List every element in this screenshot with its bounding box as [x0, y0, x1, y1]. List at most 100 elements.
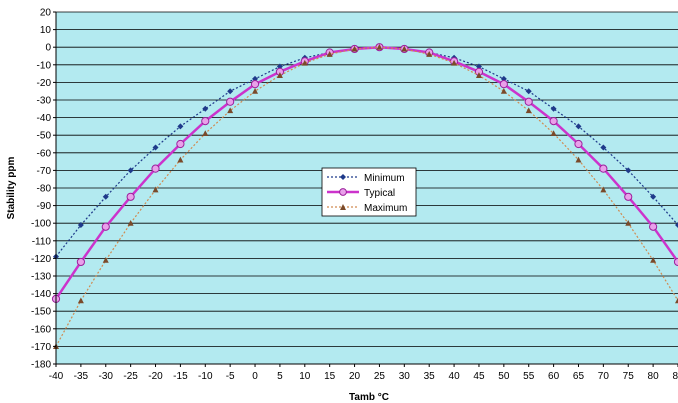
- data-point-minimum: [227, 88, 234, 95]
- x-tick-label: 20: [349, 371, 361, 382]
- data-point-typical: [649, 222, 658, 231]
- data-point-minimum: [600, 144, 607, 151]
- data-point-minimum: [177, 123, 184, 130]
- data-point-typical: [574, 139, 583, 149]
- data-point-maximum: [127, 220, 134, 226]
- y-tick-label: -120: [31, 254, 51, 265]
- data-point-typical: [624, 192, 633, 201]
- data-point-maximum: [550, 130, 557, 137]
- data-point-maximum: [426, 51, 433, 57]
- series-layer: [51, 43, 678, 349]
- y-tick-label: -100: [31, 219, 51, 230]
- data-point-maximum: [376, 44, 383, 50]
- x-tick-label: -10: [198, 371, 213, 382]
- y-tick-label: -40: [37, 113, 52, 124]
- data-point-minimum: [650, 193, 657, 200]
- x-tick-label: 30: [399, 371, 411, 382]
- legend: Minimum Typical Maximum: [321, 167, 417, 217]
- data-point-maximum: [575, 156, 582, 163]
- y-tick-label: 0: [45, 43, 51, 54]
- x-tick-label: 8: [672, 371, 678, 382]
- x-tick-label: 80: [648, 371, 660, 382]
- x-tick-label: 60: [548, 371, 560, 382]
- y-tick-label: -180: [31, 360, 51, 371]
- data-point-typical: [201, 117, 210, 126]
- data-point-maximum: [252, 88, 259, 94]
- series-line-typical: [54, 45, 678, 300]
- y-tick-label: -10: [37, 60, 52, 71]
- x-tick-label: -30: [99, 371, 114, 382]
- x-tick-label: 10: [299, 371, 311, 382]
- data-point-maximum: [600, 186, 607, 193]
- axes: 20100-10-20-30-40-50-60-70-80-90-100-110…: [31, 8, 678, 382]
- data-point-maximum: [401, 45, 408, 52]
- x-tick-label: -20: [148, 371, 163, 382]
- x-tick-label: 15: [324, 371, 336, 382]
- y-tick-label: -110: [32, 236, 52, 247]
- legend-marker-typical: [339, 188, 347, 196]
- x-tick-label: 75: [623, 371, 635, 382]
- y-tick-label: -80: [37, 184, 52, 195]
- data-point-maximum: [152, 186, 159, 193]
- data-point-typical: [176, 139, 185, 149]
- data-point-maximum: [525, 107, 532, 114]
- x-tick-label: 55: [523, 371, 535, 382]
- y-tick-label: -90: [37, 201, 52, 212]
- series-line-maximum: [55, 46, 678, 347]
- data-point-minimum: [202, 105, 209, 112]
- data-point-minimum: [102, 193, 109, 200]
- data-point-typical: [76, 257, 85, 267]
- y-axis-title: Stability ppm: [6, 157, 17, 220]
- y-tick-label: -60: [37, 148, 52, 159]
- data-point-minimum: [625, 167, 632, 174]
- y-tick-label: -30: [37, 96, 52, 107]
- data-point-minimum: [152, 144, 159, 151]
- data-point-minimum: [675, 221, 678, 228]
- legend-marker-minimum: [340, 174, 346, 180]
- data-point-typical: [549, 117, 558, 126]
- x-tick-label: 5: [277, 371, 283, 382]
- data-point-typical: [250, 80, 260, 89]
- data-point-typical: [499, 80, 508, 89]
- data-point-typical: [126, 192, 135, 201]
- data-point-minimum: [550, 105, 557, 112]
- data-point-minimum: [525, 88, 532, 95]
- y-tick-label: -20: [37, 78, 52, 89]
- x-tick-label: -25: [123, 371, 138, 382]
- y-tick-label: -150: [31, 307, 51, 318]
- data-point-maximum: [475, 72, 482, 78]
- data-point-maximum: [177, 156, 184, 163]
- x-axis-title: Tamb °C: [349, 392, 389, 403]
- legend-label-typical: Typical: [364, 188, 395, 199]
- data-point-maximum: [202, 130, 209, 137]
- legend-item-typical: Typical: [327, 188, 395, 199]
- x-tick-label: -40: [49, 371, 64, 382]
- data-point-maximum: [625, 220, 632, 226]
- legend-item-maximum: Maximum: [327, 203, 407, 214]
- data-point-maximum: [326, 51, 333, 57]
- data-point-typical: [101, 222, 110, 231]
- data-point-maximum: [227, 107, 234, 114]
- x-tick-label: 70: [598, 371, 610, 382]
- x-tick-label: 50: [498, 371, 510, 382]
- legend-label-minimum: Minimum: [364, 173, 405, 184]
- y-tick-label: -50: [37, 131, 52, 142]
- data-point-maximum: [351, 45, 358, 52]
- data-point-maximum: [301, 59, 308, 66]
- data-point-maximum: [276, 72, 283, 78]
- x-tick-label: 0: [252, 371, 258, 382]
- y-tick-label: -130: [31, 272, 51, 283]
- data-point-maximum: [77, 297, 84, 304]
- y-tick-label: -70: [37, 166, 52, 177]
- data-point-minimum: [127, 167, 134, 174]
- x-tick-label: 40: [449, 371, 461, 382]
- data-point-typical: [226, 97, 235, 106]
- data-point-maximum: [650, 256, 657, 263]
- data-point-maximum: [102, 256, 109, 263]
- y-tick-label: -140: [31, 289, 51, 300]
- x-tick-label: 25: [374, 371, 386, 382]
- data-point-minimum: [77, 221, 84, 228]
- x-tick-label: 45: [473, 371, 485, 382]
- data-point-maximum: [451, 59, 458, 66]
